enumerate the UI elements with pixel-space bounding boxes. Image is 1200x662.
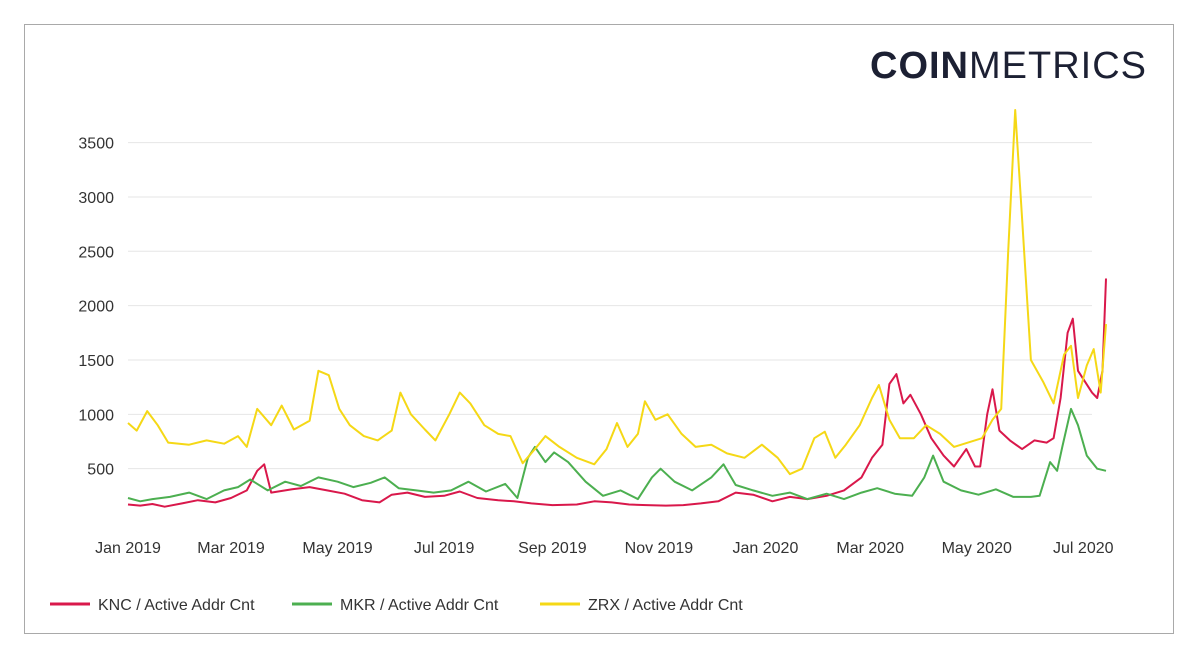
y-tick-label: 1500 [78,353,114,370]
series-line [127,407,1107,503]
legend-item[interactable]: KNC / Active Addr Cnt [50,597,255,614]
logo-light-text: METRICS [969,45,1147,87]
x-tick-label: Jul 2020 [1053,540,1114,557]
series-line [127,278,1107,508]
x-tick-label: May 2019 [302,540,372,557]
x-tick-label: Mar 2020 [836,540,904,557]
chart-frame: COINMETRICS [24,24,1174,634]
x-tick-label: Nov 2019 [625,540,694,557]
axis-layer: 500 1000 1500 2000 2500 3000 3500 Jan 2019 Mar 2… [78,136,1113,557]
y-tick-label: 3000 [78,190,114,207]
logo-bold-text: COIN [870,45,969,87]
y-tick-label: 2500 [78,244,114,261]
legend-label: ZRX / Active Addr Cnt [588,597,743,614]
series-layer [127,109,1107,508]
legend-label: MKR / Active Addr Cnt [340,597,499,614]
x-tick-label: Sep 2019 [518,540,587,557]
x-tick-label: Jan 2019 [95,540,161,557]
y-tick-label: 2000 [78,299,114,316]
x-tick-label: May 2020 [942,540,1012,557]
series-line [127,109,1107,476]
x-tick-label: Jul 2019 [414,540,475,557]
y-tick-label: 3500 [78,136,114,153]
coinmetrics-logo: COINMETRICS [870,45,1147,88]
x-tick-label: Jan 2020 [733,540,799,557]
legend[interactable]: KNC / Active Addr Cnt MKR / Active Addr C… [50,597,743,614]
legend-label: KNC / Active Addr Cnt [98,597,255,614]
y-tick-label: 1000 [78,407,114,424]
grid-layer [128,142,1092,470]
y-tick-label: 500 [87,462,114,479]
legend-item[interactable]: MKR / Active Addr Cnt [292,597,499,614]
x-tick-label: Mar 2019 [197,540,265,557]
legend-item[interactable]: ZRX / Active Addr Cnt [540,597,743,614]
